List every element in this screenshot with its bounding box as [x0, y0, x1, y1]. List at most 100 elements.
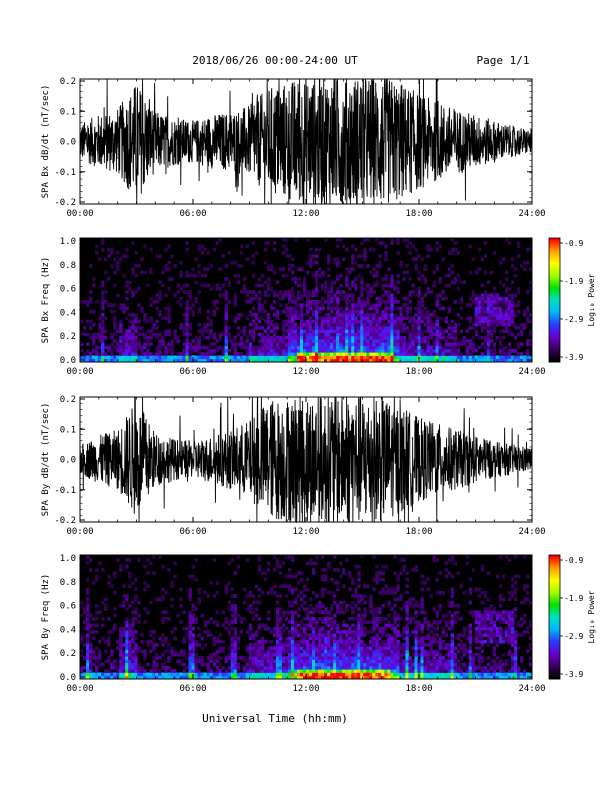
spectrogram-cell	[372, 636, 376, 641]
spectrogram-cell	[360, 633, 364, 637]
spectrogram-cell	[372, 326, 376, 330]
spectrogram-cell	[336, 326, 340, 330]
spectrogram-cell	[450, 574, 455, 579]
spectrogram-cell	[357, 348, 361, 353]
spectrogram-cell	[158, 332, 162, 337]
spectrogram-cell	[191, 309, 195, 314]
spectrogram-cell	[396, 241, 400, 245]
spectrogram-cell	[134, 652, 138, 657]
spectrogram-cell	[324, 636, 328, 641]
spectrogram-cell	[348, 300, 352, 304]
spectrogram-cell	[498, 296, 503, 301]
spectrogram-cell	[306, 633, 310, 637]
spectrogram-cell	[369, 607, 373, 611]
spectrogram-cell	[107, 636, 111, 641]
spectrogram-cell	[236, 326, 241, 330]
spectrogram-cell	[423, 293, 427, 298]
spectrogram-cell	[432, 358, 436, 363]
spectrogram-cell	[269, 590, 274, 595]
spectrogram-cell	[80, 319, 84, 324]
y-tick-label: 0.1	[60, 425, 76, 435]
spectrogram-cell	[405, 659, 409, 664]
spectrogram-cell	[266, 332, 271, 337]
spectrogram-cell	[206, 669, 210, 673]
spectrogram-cell	[384, 659, 388, 664]
spectrogram-cell	[269, 630, 274, 634]
spectrogram-cell	[315, 672, 319, 677]
spectrogram-cell	[441, 639, 446, 644]
spectrogram-cell	[405, 238, 409, 242]
spectrogram-cell	[486, 316, 491, 320]
spectrogram-cell	[185, 241, 189, 245]
spectrogram-cell	[122, 672, 126, 677]
spectrogram-cell	[272, 322, 277, 327]
spectrogram-cell	[402, 649, 406, 654]
spectrogram-cell	[384, 590, 388, 595]
spectrogram-cell	[528, 313, 533, 317]
spectrogram-cell	[290, 617, 295, 621]
spectrogram-cell	[309, 335, 313, 340]
spectrogram-cell	[275, 652, 280, 657]
spectrogram-cell	[185, 329, 189, 334]
spectrogram-cell	[399, 594, 403, 598]
spectrogram-cell	[435, 296, 439, 301]
spectrogram-cell	[263, 329, 268, 334]
spectrogram-cell	[321, 329, 325, 334]
spectrogram-cell	[369, 332, 373, 337]
spectrogram-cell	[131, 623, 135, 628]
spectrogram-cell	[266, 280, 271, 285]
spectrogram-cell	[399, 326, 403, 330]
spectrogram-cell	[299, 649, 304, 654]
spectrogram-cell	[149, 639, 153, 644]
spectrogram-cell	[369, 293, 373, 298]
spectrogram-cell	[167, 286, 171, 291]
panels: 00:00 06:00 12:00 18:00 24:000.20.10.0-0.1-0…	[41, 77, 596, 694]
spectrogram-cell	[489, 309, 494, 314]
spectrogram-cell	[206, 345, 210, 350]
spectrogram-cell	[378, 322, 382, 327]
spectrogram-cell	[348, 309, 352, 314]
spectrogram-cell	[251, 306, 256, 311]
spectrogram-cell	[507, 241, 512, 245]
spectrogram-cell	[125, 306, 129, 311]
spectrogram-cell	[369, 335, 373, 340]
spectrogram-cell	[149, 267, 153, 272]
spectrogram-cell	[197, 355, 201, 360]
spectrogram-cell	[324, 316, 328, 320]
spectrogram-cell	[221, 610, 226, 615]
spectrogram-cell	[284, 247, 289, 252]
spectrogram-cell	[327, 335, 331, 340]
spectrogram-cell	[248, 646, 253, 651]
spectrogram-cell	[284, 665, 289, 670]
spectrogram-cell	[507, 306, 512, 311]
spectrogram-cell	[501, 300, 506, 304]
spectrogram-cell	[248, 309, 253, 314]
spectrogram-cell	[438, 669, 442, 673]
spectrogram-cell	[119, 355, 123, 360]
spectrogram-cell	[447, 652, 452, 657]
spectrogram-cell	[315, 329, 319, 334]
spectrogram-cell	[272, 665, 277, 670]
spectrogram-cell	[98, 339, 102, 343]
spectrogram-cell	[369, 662, 373, 667]
spectrogram-cell	[480, 300, 485, 304]
spectrogram-cell	[357, 652, 361, 657]
spectrogram-cell	[188, 345, 192, 350]
spectrogram-cell	[498, 329, 503, 334]
spectrogram-cell	[330, 283, 334, 288]
spectrogram-cell	[80, 665, 84, 670]
spectrogram-cell	[86, 656, 90, 660]
spectrogram-cell	[390, 626, 394, 631]
spectrogram-cell	[266, 617, 271, 621]
spectrogram-cell	[375, 665, 379, 670]
spectrogram-cell	[330, 329, 334, 334]
spectrogram-cell	[128, 669, 132, 673]
spectrogram-cell	[522, 355, 527, 360]
spectrogram-cell	[194, 675, 198, 680]
spectrogram-cell	[278, 335, 283, 340]
spectrogram-cell	[290, 358, 295, 363]
spectrogram-cell	[372, 342, 376, 347]
spectrogram-cell	[438, 620, 442, 624]
spectrogram-cell	[197, 264, 201, 268]
spectrogram-cell	[339, 669, 343, 673]
